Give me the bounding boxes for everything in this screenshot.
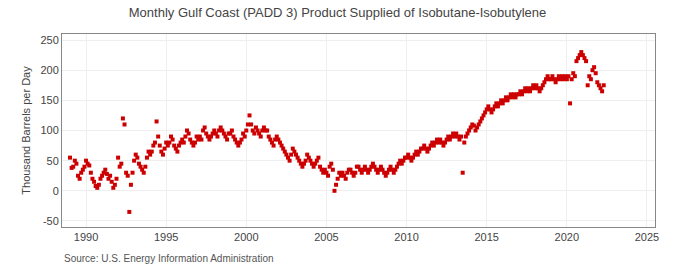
svg-text:2010: 2010	[394, 231, 418, 243]
svg-text:0: 0	[53, 185, 59, 197]
svg-text:1990: 1990	[74, 231, 98, 243]
svg-text:50: 50	[47, 155, 59, 167]
svg-text:Monthly Gulf Coast (PADD 3) Pr: Monthly Gulf Coast (PADD 3) Product Supp…	[129, 5, 546, 20]
svg-text:250: 250	[40, 34, 58, 46]
svg-text:2015: 2015	[474, 231, 498, 243]
svg-text:1995: 1995	[154, 231, 178, 243]
svg-text:200: 200	[40, 64, 58, 76]
svg-text:100: 100	[40, 124, 58, 136]
svg-text:2000: 2000	[234, 231, 258, 243]
svg-text:150: 150	[40, 94, 58, 106]
svg-text:2025: 2025	[635, 231, 659, 243]
svg-text:Source: U.S. Energy Informatio: Source: U.S. Energy Information Administ…	[64, 253, 274, 264]
svg-text:Thousand Barrels per Day: Thousand Barrels per Day	[20, 66, 32, 195]
svg-text:2005: 2005	[314, 231, 338, 243]
svg-text:2020: 2020	[555, 231, 579, 243]
svg-text:-50: -50	[43, 215, 59, 227]
